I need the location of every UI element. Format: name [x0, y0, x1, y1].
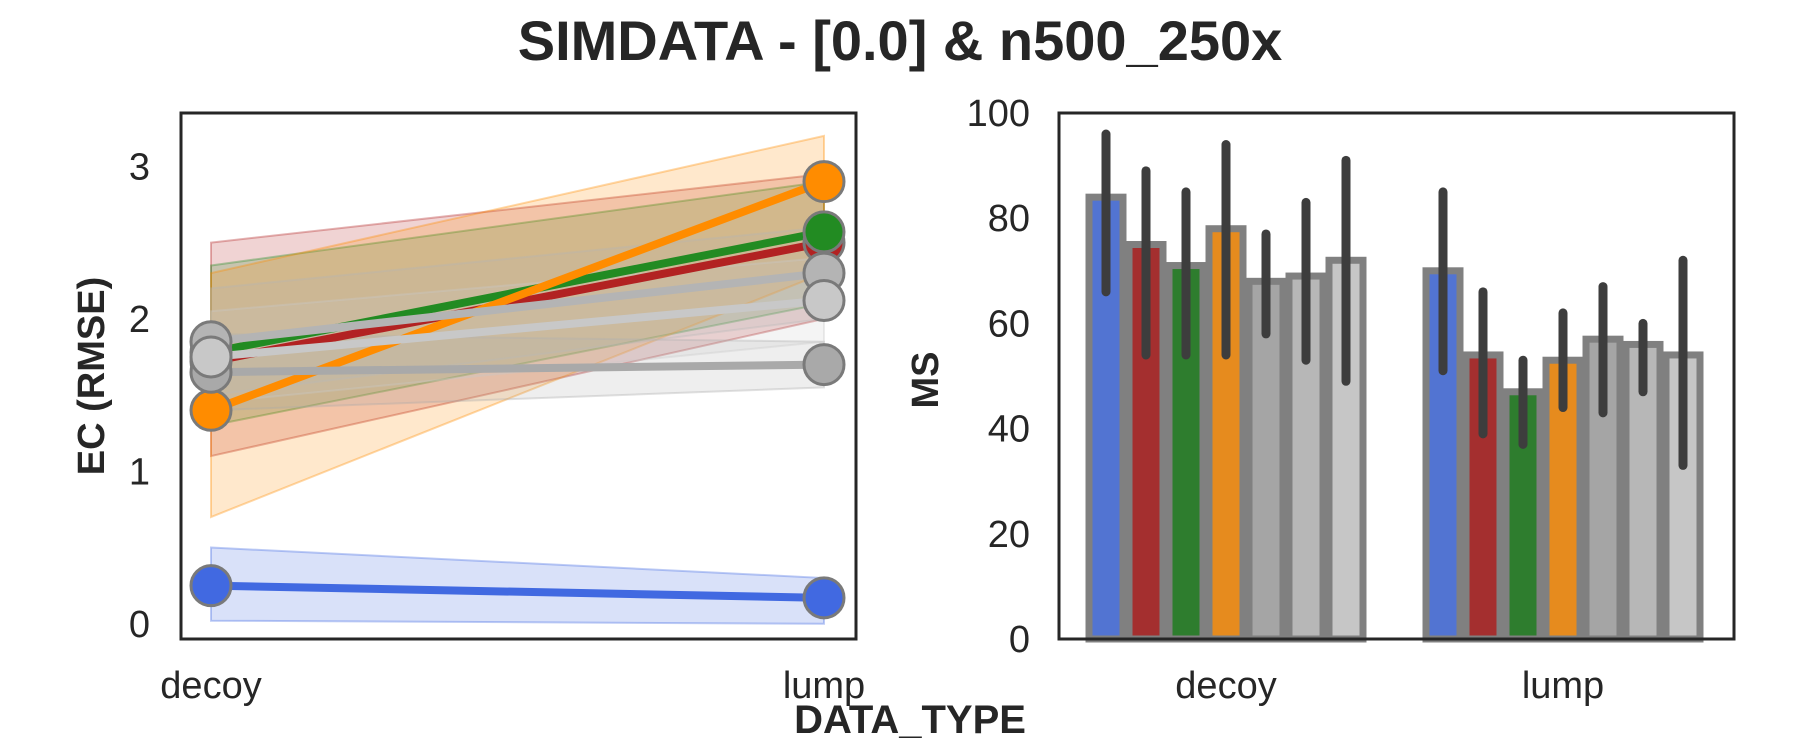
- bar-y-tick-100: 100: [967, 93, 1030, 135]
- bar-y-tick-40: 40: [988, 409, 1030, 451]
- error-bars: [1101, 129, 1688, 470]
- line-x-tick-lump: lump: [783, 665, 865, 707]
- point-4-decoy: [189, 388, 233, 432]
- bar-panel-frame: [1057, 111, 1736, 641]
- bar-y-tick-labels: 0 20 40 60 80 100: [967, 93, 1030, 661]
- series-line-7: [207, 296, 828, 361]
- line-y-tick-0: 0: [129, 604, 150, 646]
- line-y-tick-2: 2: [129, 299, 150, 341]
- point-1-lump: [802, 576, 846, 620]
- series-points: [189, 160, 846, 620]
- bar-y-tick-60: 60: [988, 303, 1030, 345]
- point-1-decoy: [189, 564, 233, 608]
- point-7-lump: [802, 279, 846, 323]
- line-x-tick-labels: decoy lump: [160, 665, 865, 707]
- point-5-lump: [802, 343, 846, 387]
- bar-y-axis-label: MS: [905, 352, 947, 409]
- line-panel: 0 1 2 3 decoy lump EC (RMSE): [71, 111, 865, 707]
- line-y-tick-1: 1: [129, 451, 150, 493]
- series-line-5: [207, 360, 828, 377]
- bar-panel: 0 20 40 60 80 100 decoy lump MS: [905, 93, 1736, 707]
- line-y-axis-label: EC (RMSE): [71, 277, 113, 475]
- series-line-2: [207, 238, 828, 366]
- line-y-tick-3: 3: [129, 146, 150, 188]
- point-3-lump: [802, 210, 846, 254]
- point-4-lump: [802, 160, 846, 204]
- bar-x-tick-lump: lump: [1522, 665, 1604, 707]
- bars: [1085, 193, 1704, 643]
- series-line-1: [207, 581, 828, 602]
- line-panel-frame: [179, 111, 858, 641]
- series-line-6: [207, 269, 828, 346]
- bar-x-tick-labels: decoy lump: [1175, 665, 1604, 707]
- point-7-decoy: [189, 335, 233, 379]
- bar-y-tick-20: 20: [988, 514, 1030, 556]
- bar-x-tick-decoy: decoy: [1175, 665, 1276, 707]
- bar-y-tick-0: 0: [1009, 619, 1030, 661]
- figure-title: SIMDATA - [0.0] & n500_250x: [517, 9, 1283, 72]
- bar-y-tick-80: 80: [988, 198, 1030, 240]
- line-x-tick-decoy: decoy: [160, 665, 261, 707]
- line-y-tick-labels: 0 1 2 3: [129, 146, 150, 645]
- shared-x-axis-label: DATA_TYPE: [794, 698, 1026, 742]
- series-lines: [207, 177, 828, 602]
